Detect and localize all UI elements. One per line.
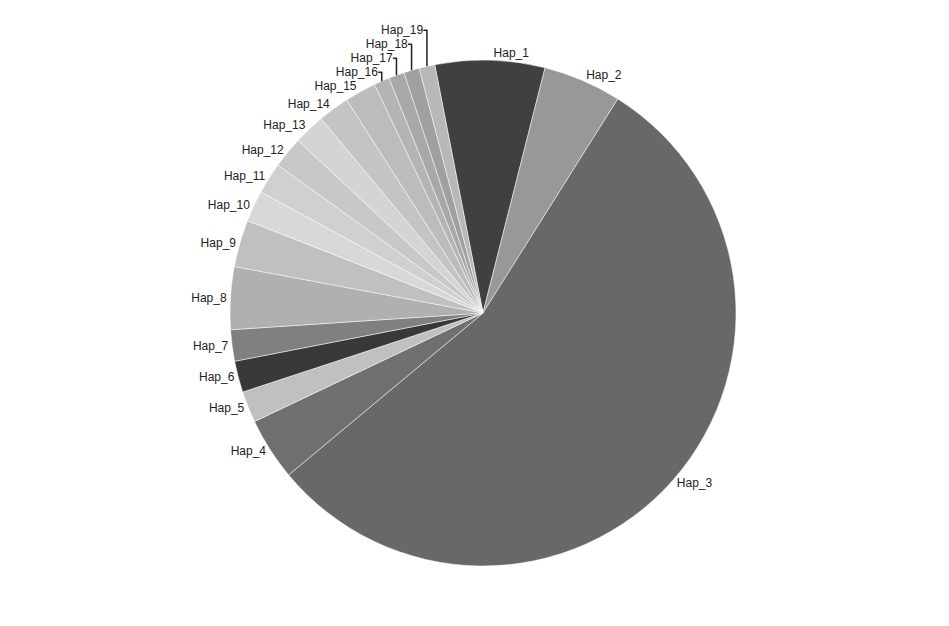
svg-text:Hap_16: Hap_16 — [336, 65, 378, 79]
svg-text:Hap_6: Hap_6 — [199, 370, 235, 384]
svg-text:Hap_10: Hap_10 — [208, 198, 250, 212]
svg-text:Hap_11: Hap_11 — [224, 169, 265, 183]
svg-text:Hap_14: Hap_14 — [288, 97, 330, 111]
svg-text:Hap_8: Hap_8 — [191, 291, 227, 305]
svg-text:Hap_13: Hap_13 — [263, 118, 305, 132]
svg-text:Hap_7: Hap_7 — [193, 339, 229, 353]
svg-text:Hap_17: Hap_17 — [351, 51, 393, 65]
svg-text:Hap_5: Hap_5 — [209, 401, 245, 415]
svg-text:Hap_4: Hap_4 — [231, 444, 267, 458]
svg-text:Hap_3: Hap_3 — [677, 476, 713, 490]
svg-text:Hap_19: Hap_19 — [381, 23, 423, 37]
svg-text:Hap_18: Hap_18 — [366, 37, 408, 51]
svg-text:Hap_9: Hap_9 — [201, 236, 237, 250]
svg-text:Hap_2: Hap_2 — [586, 68, 622, 82]
svg-text:Hap_15: Hap_15 — [314, 79, 356, 93]
svg-text:Hap_1: Hap_1 — [494, 46, 530, 60]
svg-text:Hap_12: Hap_12 — [242, 143, 284, 157]
